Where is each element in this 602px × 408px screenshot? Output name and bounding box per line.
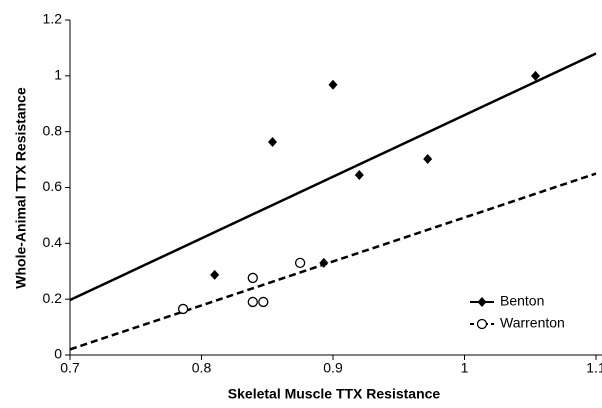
x-tick-label: 0.8: [192, 360, 212, 376]
trend-line: [69, 172, 597, 351]
y-tick-label: 0.8: [43, 122, 63, 138]
data-point: [247, 272, 258, 284]
data-point: [268, 136, 278, 147]
data-point: [423, 154, 433, 165]
trend-line: [69, 52, 597, 302]
legend-label: Benton: [500, 293, 544, 309]
y-axis-title: Whole-Animal TTX Resistance: [13, 87, 29, 289]
x-axis-title: Skeletal Muscle TTX Resistance: [228, 386, 441, 402]
data-point: [328, 79, 338, 90]
y-tick-label: 1: [54, 67, 62, 83]
x-tick-label: 0.9: [323, 360, 343, 376]
y-tick-label: 0.4: [43, 234, 63, 250]
y-tick-label: 1.2: [43, 11, 63, 27]
y-tick-label: 0.2: [43, 290, 63, 306]
legend-marker: [477, 297, 487, 307]
data-point: [319, 257, 329, 268]
x-tick-label: 1.1: [586, 360, 602, 376]
data-point: [247, 296, 258, 308]
x-tick-label: 1: [461, 360, 469, 376]
y-tick-label: 0.6: [43, 178, 63, 194]
data-point: [210, 269, 220, 280]
x-tick-label: 0.7: [60, 360, 80, 376]
legend-label: Warrenton: [500, 315, 565, 331]
data-point: [354, 169, 364, 180]
data-point: [294, 257, 306, 269]
data-point: [258, 296, 269, 308]
data-point: [531, 70, 541, 81]
data-point: [177, 303, 189, 315]
legend-marker: [476, 318, 488, 330]
y-tick-label: 0: [54, 346, 62, 362]
